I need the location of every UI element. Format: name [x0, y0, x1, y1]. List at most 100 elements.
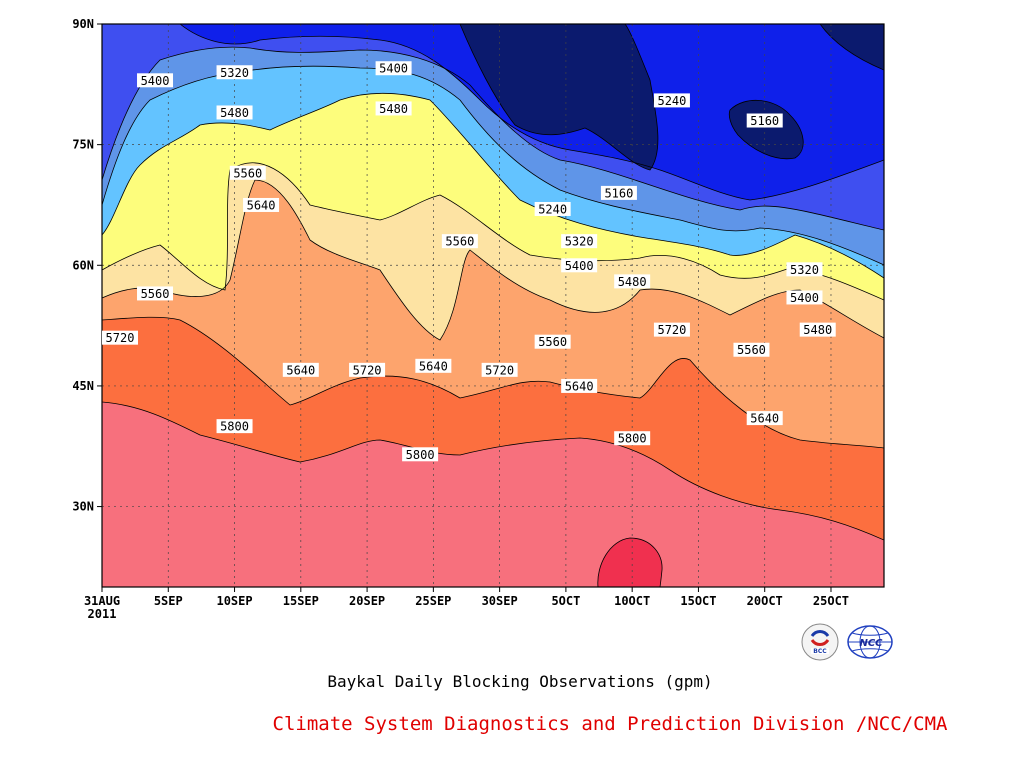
- contour-line: [102, 92, 884, 279]
- svg-text:5560: 5560: [445, 235, 474, 249]
- contour-line: [102, 401, 884, 541]
- svg-text:5720: 5720: [353, 363, 382, 377]
- y-tick-label: 30N: [72, 500, 94, 514]
- contour-label: 5400: [786, 290, 823, 305]
- contour-line: [597, 537, 663, 587]
- svg-text:5640: 5640: [286, 363, 315, 377]
- contour-label: 5640: [746, 411, 783, 426]
- contour-label: 5560: [534, 334, 571, 349]
- contour-label: 5720: [349, 362, 386, 377]
- contour-line: [102, 65, 884, 266]
- contour-label: 5640: [415, 358, 452, 373]
- y-tick-label: 45N: [72, 379, 94, 393]
- svg-text:5640: 5640: [419, 359, 448, 373]
- contour-label: 5400: [137, 73, 174, 88]
- contour-label: 5560: [229, 165, 266, 180]
- logos: BCC NCC: [800, 620, 900, 668]
- contour-label: 5800: [216, 419, 253, 434]
- svg-text:5560: 5560: [141, 287, 170, 301]
- contour-label: 5160: [746, 113, 783, 128]
- x-year-label: 2011: [88, 607, 117, 621]
- svg-text:5240: 5240: [538, 202, 567, 216]
- ncc-globe-logo-icon: NCC: [847, 625, 893, 659]
- svg-text:5480: 5480: [803, 323, 832, 337]
- contour-label: 5720: [102, 330, 138, 345]
- contour-label: 5160: [600, 185, 637, 200]
- x-tick-label: 5OCT: [551, 594, 580, 608]
- svg-text:5480: 5480: [379, 102, 408, 116]
- contour-label: 5560: [733, 342, 770, 357]
- svg-text:5800: 5800: [406, 448, 435, 462]
- svg-text:5800: 5800: [618, 432, 647, 446]
- band-below-5160: [460, 24, 658, 170]
- contour-label: 5720: [481, 362, 518, 377]
- x-tick-label: 5SEP: [154, 594, 183, 608]
- y-tick-label: 90N: [72, 17, 94, 31]
- svg-text:5400: 5400: [790, 291, 819, 305]
- contour-label: 5320: [216, 65, 253, 80]
- svg-text:5160: 5160: [750, 114, 779, 128]
- bcc-logo-icon: BCC: [801, 623, 839, 661]
- contour-label: 5320: [786, 262, 823, 277]
- band-below-5160: [820, 24, 884, 70]
- contour-label: 5720: [653, 322, 690, 337]
- axis-ticks: 31AUG 5SEP 10SEP 15SEP 20SEP 25SEP 30SEP 5OCT 10…: [72, 17, 849, 621]
- x-tick-label: 15SEP: [283, 594, 319, 608]
- contour-label: 5800: [402, 447, 439, 462]
- svg-text:5800: 5800: [220, 420, 249, 434]
- contour-label: 5800: [614, 431, 651, 446]
- svg-text:5400: 5400: [141, 74, 170, 88]
- contour-label: 5320: [561, 234, 598, 249]
- contour-label: 5480: [614, 274, 651, 289]
- x-tick-label: 15OCT: [680, 594, 716, 608]
- contour-label: 5560: [137, 286, 174, 301]
- x-tick-label: 10OCT: [614, 594, 650, 608]
- contour-label: 5240: [534, 201, 571, 216]
- contour-line: [102, 46, 884, 231]
- contour-label: 5400: [375, 61, 412, 76]
- contour-label: 5480: [799, 322, 836, 337]
- svg-text:5320: 5320: [565, 235, 594, 249]
- svg-text:BCC: BCC: [813, 648, 827, 655]
- contour-label: 5640: [282, 362, 319, 377]
- contour-label: 5480: [375, 101, 412, 116]
- svg-text:5400: 5400: [379, 62, 408, 76]
- svg-text:5640: 5640: [565, 379, 594, 393]
- x-tick-label: 31AUG: [84, 594, 120, 608]
- y-tick-label: 60N: [72, 258, 94, 272]
- svg-text:5320: 5320: [790, 263, 819, 277]
- svg-text:5720: 5720: [106, 331, 135, 345]
- svg-text:5640: 5640: [247, 198, 276, 212]
- x-tick-label: 30SEP: [482, 594, 518, 608]
- contour-chart: 31AUG 5SEP 10SEP 15SEP 20SEP 25SEP 30SEP 5OCT 10…: [72, 17, 885, 621]
- y-tick-label: 75N: [72, 138, 94, 152]
- svg-text:5560: 5560: [233, 166, 262, 180]
- contour-labels: 5320 5400 5400 5480 5480 5560 5640 5560 5560 5720…: [102, 61, 836, 462]
- x-tick-label: 25OCT: [813, 594, 849, 608]
- svg-text:5560: 5560: [737, 343, 766, 357]
- contour-label: 5400: [561, 258, 598, 273]
- x-tick-label: 20SEP: [349, 594, 385, 608]
- svg-text:5240: 5240: [657, 94, 686, 108]
- x-tick-label: 10SEP: [216, 594, 252, 608]
- svg-text:5320: 5320: [220, 66, 249, 80]
- contour-label: 5240: [653, 93, 690, 108]
- credit-line: Climate System Diagnostics and Predictio…: [272, 713, 948, 735]
- svg-text:5720: 5720: [657, 323, 686, 337]
- svg-text:5480: 5480: [618, 275, 647, 289]
- svg-text:5560: 5560: [538, 335, 567, 349]
- svg-text:NCC: NCC: [859, 638, 883, 649]
- contour-line: [102, 316, 884, 449]
- chart-title: Baykal Daily Blocking Observations (gpm): [327, 672, 713, 691]
- contour-line: [102, 162, 884, 301]
- grid-lines: [102, 24, 884, 587]
- svg-text:5720: 5720: [485, 363, 514, 377]
- contour-label: 5640: [561, 378, 598, 393]
- svg-text:5160: 5160: [604, 186, 633, 200]
- svg-text:5640: 5640: [750, 412, 779, 426]
- contour-label: 5640: [243, 197, 280, 212]
- contour-label: 5560: [441, 234, 478, 249]
- svg-text:5480: 5480: [220, 106, 249, 120]
- x-tick-label: 20OCT: [747, 594, 783, 608]
- plot-frame: [101, 23, 885, 588]
